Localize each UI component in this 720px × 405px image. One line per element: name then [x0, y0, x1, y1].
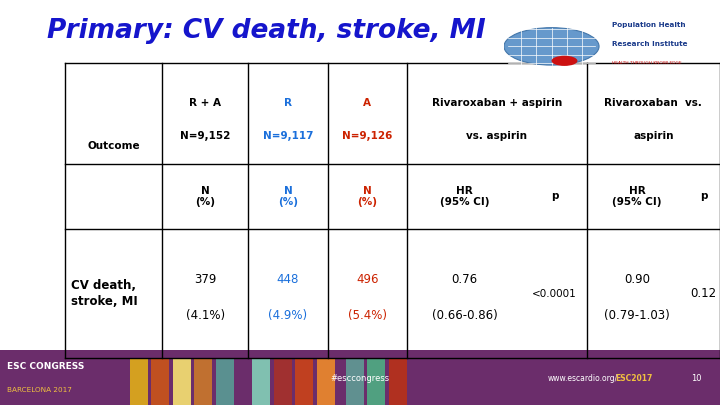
Bar — [274, 358, 292, 405]
Text: (0.79-1.03): (0.79-1.03) — [604, 309, 670, 322]
Text: aspirin: aspirin — [633, 131, 674, 141]
Text: N
(%): N (%) — [195, 185, 215, 207]
Text: www.escardio.org/: www.escardio.org/ — [547, 374, 618, 383]
Text: 0.76: 0.76 — [451, 273, 477, 286]
Text: ESC CONGRESS: ESC CONGRESS — [7, 362, 84, 371]
Text: (4.1%): (4.1%) — [186, 309, 225, 322]
Text: CV death,
stroke, MI: CV death, stroke, MI — [71, 279, 138, 308]
Bar — [173, 358, 191, 405]
Bar — [389, 358, 407, 405]
Circle shape — [552, 56, 577, 66]
Text: Outcome: Outcome — [87, 141, 140, 151]
Text: N
(%): N (%) — [278, 185, 298, 207]
Text: N
(%): N (%) — [357, 185, 377, 207]
Text: HR
(95% CI): HR (95% CI) — [440, 185, 489, 207]
Text: vs. aspirin: vs. aspirin — [467, 131, 527, 141]
Text: ESC2017: ESC2017 — [616, 374, 653, 383]
Text: 379: 379 — [194, 273, 217, 286]
Bar — [317, 358, 335, 405]
Text: N=9,126: N=9,126 — [342, 131, 392, 141]
Bar — [194, 358, 212, 405]
Text: 0.12: 0.12 — [690, 287, 717, 300]
Text: HR
(95% CI): HR (95% CI) — [613, 185, 662, 207]
Text: p: p — [700, 192, 708, 201]
Text: R + A: R + A — [189, 98, 221, 108]
Text: HEALTH THROUGH KNOWLEDGE: HEALTH THROUGH KNOWLEDGE — [612, 62, 682, 65]
Text: N=9,152: N=9,152 — [180, 131, 230, 141]
Text: A: A — [363, 98, 372, 108]
Bar — [367, 358, 385, 405]
Bar — [0, 0, 720, 352]
Text: (4.9%): (4.9%) — [269, 309, 307, 322]
Bar — [346, 358, 364, 405]
Bar — [151, 358, 169, 405]
Text: BARCELONA 2017: BARCELONA 2017 — [7, 387, 72, 392]
Text: 0.90: 0.90 — [624, 273, 650, 286]
Bar — [252, 358, 270, 405]
Text: Rivaroxaban + aspirin: Rivaroxaban + aspirin — [432, 98, 562, 108]
Text: Population Health: Population Health — [612, 22, 685, 28]
Text: 448: 448 — [276, 273, 300, 286]
Text: Research Institute: Research Institute — [612, 41, 688, 47]
Text: Primary: CV death, stroke, MI: Primary: CV death, stroke, MI — [47, 18, 486, 44]
Text: 10: 10 — [691, 374, 702, 383]
Text: p: p — [551, 192, 558, 201]
Circle shape — [504, 28, 599, 65]
Text: <0.0001: <0.0001 — [532, 289, 577, 298]
Text: (5.4%): (5.4%) — [348, 309, 387, 322]
Bar — [0, 350, 720, 405]
Bar — [130, 358, 148, 405]
Bar — [295, 358, 313, 405]
Text: #esccongress: #esccongress — [330, 374, 390, 383]
Text: (0.66-0.86): (0.66-0.86) — [431, 309, 498, 322]
Text: R: R — [284, 98, 292, 108]
Text: Rivaroxaban  vs.: Rivaroxaban vs. — [605, 98, 702, 108]
Text: 496: 496 — [356, 273, 379, 286]
Bar — [216, 358, 234, 405]
Text: N=9,117: N=9,117 — [263, 131, 313, 141]
